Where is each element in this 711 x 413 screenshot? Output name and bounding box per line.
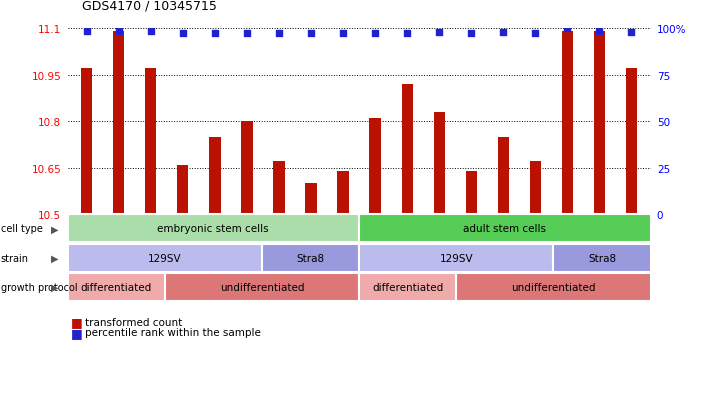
Text: undifferentiated: undifferentiated xyxy=(220,282,304,292)
Point xyxy=(466,30,477,37)
Point xyxy=(370,30,381,37)
Point xyxy=(594,29,605,36)
Bar xyxy=(530,162,541,215)
Text: strain: strain xyxy=(1,253,28,263)
Text: ■: ■ xyxy=(71,326,83,339)
Text: ▶: ▶ xyxy=(51,253,58,263)
Point xyxy=(177,30,188,37)
Point xyxy=(145,29,156,36)
Bar xyxy=(338,171,348,215)
Text: differentiated: differentiated xyxy=(372,282,443,292)
Text: Stra8: Stra8 xyxy=(296,253,324,263)
Bar xyxy=(402,85,412,215)
Text: undifferentiated: undifferentiated xyxy=(511,282,596,292)
Bar xyxy=(306,184,316,215)
Point xyxy=(113,29,124,36)
Point xyxy=(241,30,252,37)
Text: embryonic stem cells: embryonic stem cells xyxy=(158,224,269,234)
Text: ▶: ▶ xyxy=(51,282,58,292)
Point xyxy=(305,30,316,37)
Text: 129SV: 129SV xyxy=(148,253,181,263)
Point xyxy=(626,29,637,36)
Text: differentiated: differentiated xyxy=(80,282,151,292)
Bar xyxy=(81,69,92,215)
Bar xyxy=(562,32,573,215)
Point xyxy=(81,29,92,36)
Point xyxy=(530,30,541,37)
Bar xyxy=(273,162,284,215)
Bar xyxy=(113,32,124,215)
Bar xyxy=(626,69,637,215)
Bar xyxy=(370,119,380,215)
Text: ▶: ▶ xyxy=(51,224,58,234)
Point xyxy=(498,30,509,36)
Point xyxy=(337,30,348,37)
Bar xyxy=(434,113,445,215)
Bar xyxy=(209,138,220,215)
Text: percentile rank within the sample: percentile rank within the sample xyxy=(85,328,261,337)
Point xyxy=(209,30,220,37)
Bar xyxy=(145,69,156,215)
Text: GDS4170 / 10345715: GDS4170 / 10345715 xyxy=(82,0,217,12)
Text: cell type: cell type xyxy=(1,224,43,234)
Point xyxy=(402,30,413,37)
Bar xyxy=(498,138,509,215)
Text: adult stem cells: adult stem cells xyxy=(464,224,546,234)
Bar xyxy=(594,32,605,215)
Point xyxy=(273,30,284,37)
Text: transformed count: transformed count xyxy=(85,317,183,327)
Text: growth protocol: growth protocol xyxy=(1,282,77,292)
Bar xyxy=(177,165,188,215)
Bar xyxy=(466,171,477,215)
Point xyxy=(562,26,573,32)
Point xyxy=(434,30,445,36)
Text: 129SV: 129SV xyxy=(439,253,473,263)
Text: ■: ■ xyxy=(71,316,83,329)
Bar xyxy=(241,122,252,215)
Text: Stra8: Stra8 xyxy=(588,253,616,263)
